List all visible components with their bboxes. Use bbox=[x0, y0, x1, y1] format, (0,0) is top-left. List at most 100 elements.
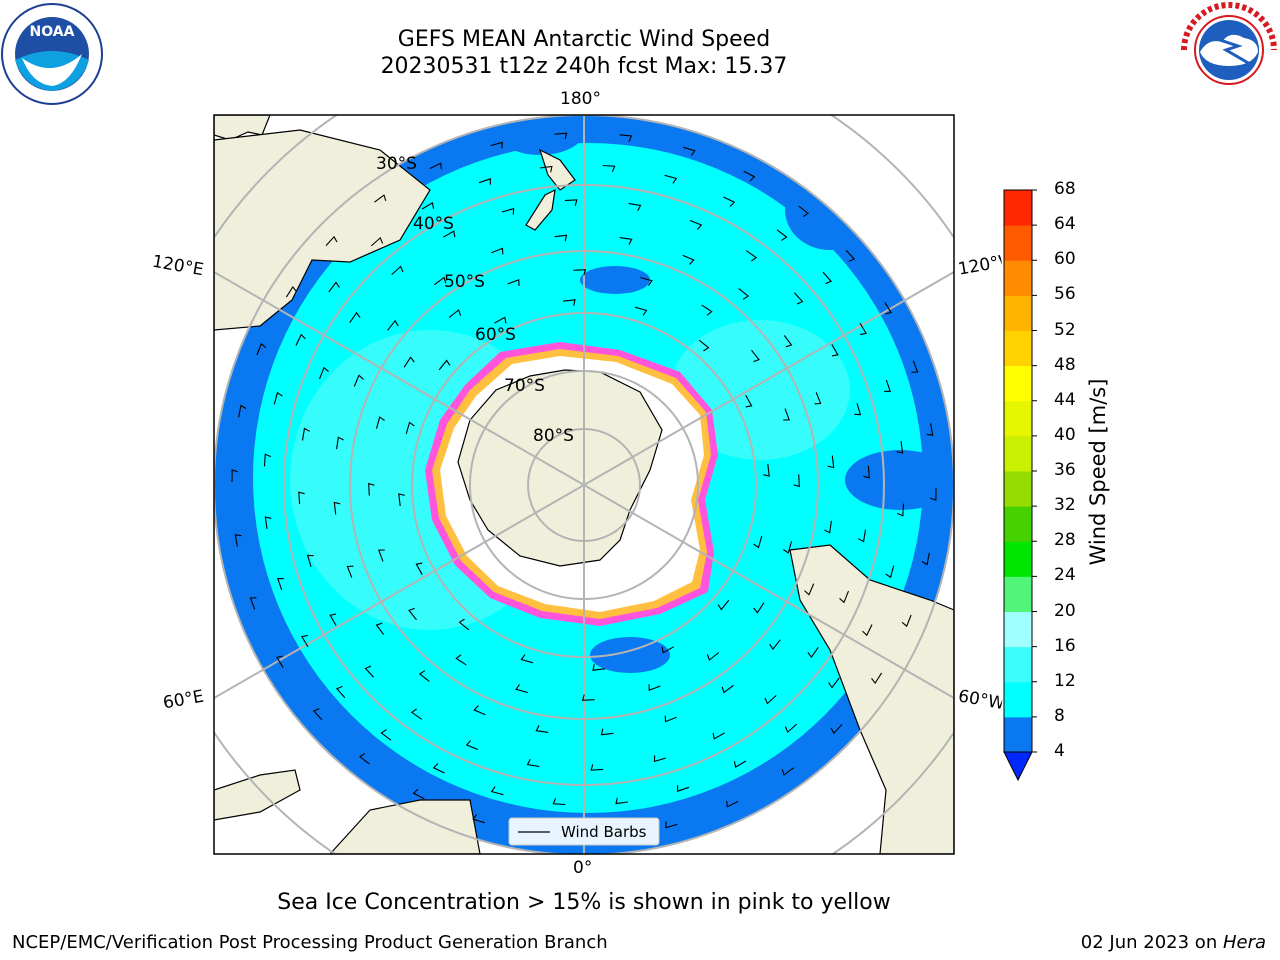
wind-barb bbox=[335, 685, 346, 699]
wind-barb bbox=[405, 421, 415, 435]
map-frame bbox=[213, 114, 955, 855]
wind-barb bbox=[391, 265, 404, 276]
wind-barb bbox=[478, 178, 491, 185]
wind-barb bbox=[830, 724, 843, 735]
wind-barb bbox=[751, 349, 760, 363]
wind-barb bbox=[455, 654, 467, 666]
wind-barb bbox=[706, 652, 720, 661]
colorbar-segment bbox=[1004, 190, 1032, 226]
wind-barb bbox=[552, 797, 566, 806]
footer-host: Hera bbox=[1222, 932, 1266, 953]
colorbar-tick-label: 56 bbox=[1054, 284, 1076, 305]
wind-barb bbox=[619, 237, 633, 245]
wind-barb bbox=[231, 469, 238, 482]
caption: Sea Ice Concentration > 15% is shown in … bbox=[277, 890, 891, 915]
wind-barb bbox=[896, 503, 905, 517]
wind-barb bbox=[554, 234, 568, 242]
wind-barb bbox=[273, 391, 283, 405]
wind-barb bbox=[930, 488, 937, 501]
wind-barb bbox=[562, 299, 576, 306]
wind-barb bbox=[854, 402, 862, 416]
wind-barb bbox=[295, 333, 306, 346]
wind-barb bbox=[370, 236, 384, 247]
colorbar-tick-label: 32 bbox=[1054, 495, 1076, 516]
wind-barb bbox=[753, 602, 765, 614]
wind-barb bbox=[234, 534, 242, 547]
wind-barb bbox=[784, 723, 798, 734]
wind-barb bbox=[473, 705, 486, 716]
footer-date: 02 Jun 2023 on Hera bbox=[1081, 932, 1266, 953]
wind-barb bbox=[712, 732, 725, 740]
wind-barb bbox=[434, 276, 447, 286]
wind-barb bbox=[862, 624, 873, 637]
lat-label-40s: 40°S bbox=[413, 214, 454, 234]
wind-barb bbox=[387, 319, 399, 331]
colorbar-segment bbox=[1004, 400, 1032, 437]
footer-credit: NCEP/EMC/Verification Post Processing Pr… bbox=[12, 932, 608, 953]
wind-barb bbox=[726, 800, 739, 808]
wind-barb bbox=[793, 292, 804, 305]
wind-barb bbox=[661, 646, 674, 654]
wind-barb bbox=[871, 672, 883, 685]
colorbar-segment bbox=[1004, 435, 1032, 472]
wind-barb bbox=[368, 482, 375, 496]
wind-barb bbox=[398, 493, 405, 507]
wind-barb bbox=[301, 427, 310, 441]
wind-barb bbox=[256, 342, 267, 356]
wind-barb bbox=[346, 565, 354, 578]
wind-barb bbox=[664, 715, 677, 723]
wind-barb bbox=[926, 423, 934, 436]
wind-barb bbox=[677, 785, 690, 792]
wind-barb bbox=[501, 207, 515, 215]
wind-barb bbox=[490, 786, 504, 796]
lat-label-80s: 80°S bbox=[533, 426, 574, 446]
colorbar-segment bbox=[1004, 576, 1032, 612]
wind-barb bbox=[328, 281, 340, 293]
colorbar-tick-label: 64 bbox=[1054, 214, 1076, 235]
wind-barb bbox=[491, 247, 504, 255]
wind-barb bbox=[858, 529, 867, 543]
wind-barb bbox=[863, 465, 870, 479]
lon-label-180: 180° bbox=[560, 89, 601, 109]
wind-barb bbox=[628, 202, 642, 211]
wind-barb bbox=[418, 670, 430, 682]
wind-barb bbox=[824, 520, 832, 534]
colorbar-segment bbox=[1004, 225, 1032, 261]
colorbar-title: Wind Speed [m/s] bbox=[1086, 378, 1110, 566]
noaa-text: NOAA bbox=[30, 24, 75, 40]
wind-barb bbox=[634, 306, 648, 316]
wind-barb bbox=[689, 219, 703, 230]
wind-barb bbox=[743, 170, 756, 182]
wind-barbs bbox=[231, 132, 937, 838]
wind-barb bbox=[535, 725, 549, 733]
wind-barb bbox=[490, 141, 503, 149]
wind-barb bbox=[798, 205, 810, 218]
colorbar-tick-label: 44 bbox=[1054, 389, 1076, 410]
wind-barb bbox=[753, 535, 763, 549]
wind-barb bbox=[448, 309, 462, 318]
wind-barb bbox=[403, 356, 415, 368]
wind-barb bbox=[336, 436, 344, 450]
wind-barb bbox=[828, 677, 840, 689]
wind-barb bbox=[615, 797, 629, 805]
wind-barb bbox=[554, 132, 568, 140]
noaa-logo: NOAA bbox=[0, 2, 104, 106]
wind-barb bbox=[285, 285, 297, 298]
wind-barb bbox=[807, 646, 819, 659]
colorbar-segment bbox=[1004, 716, 1032, 753]
lat-label-70s: 70°S bbox=[504, 376, 545, 396]
wind-barb bbox=[721, 684, 734, 694]
wind-barb bbox=[494, 316, 507, 324]
wind-barb bbox=[723, 196, 736, 207]
wind-barb bbox=[600, 728, 614, 736]
wind-barb bbox=[665, 821, 678, 829]
wind-barb bbox=[333, 501, 341, 515]
wind-barb bbox=[653, 755, 667, 763]
wind-barb bbox=[859, 322, 867, 336]
colorbar-segment bbox=[1004, 611, 1032, 648]
wind-barb bbox=[410, 708, 423, 720]
colorbar-tick-label: 68 bbox=[1054, 179, 1076, 199]
wind-barb bbox=[298, 491, 305, 505]
colorbar-segment bbox=[1004, 506, 1032, 542]
